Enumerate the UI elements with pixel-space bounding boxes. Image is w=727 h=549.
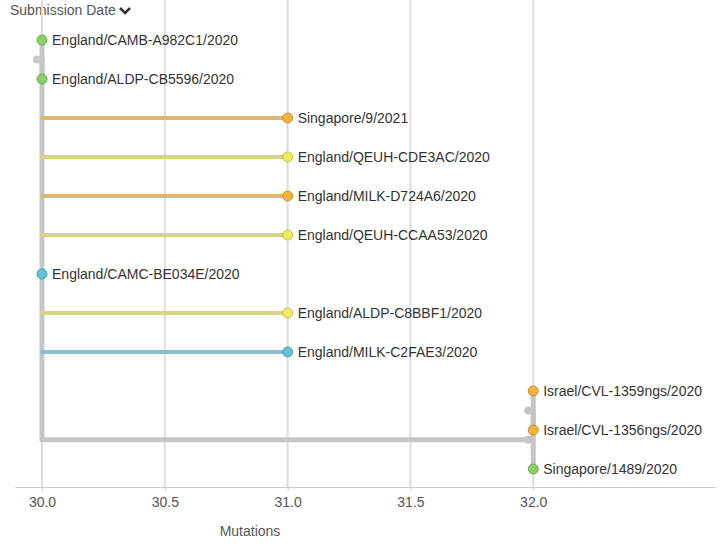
tick-label: 30.0 xyxy=(29,494,56,510)
tip[interactable] xyxy=(528,464,538,474)
tip-label: England/CAMC-BE034E/2020 xyxy=(52,266,240,282)
tip-label: England/ALDP-C8BBF1/2020 xyxy=(298,305,483,321)
tick: 31.5 xyxy=(397,487,424,510)
tree xyxy=(33,35,538,474)
tip-label: England/ALDP-CB5596/2020 xyxy=(52,71,234,87)
color-by-label[interactable]: Submission Date xyxy=(10,2,116,18)
tick-label: 31.0 xyxy=(275,494,302,510)
branch xyxy=(42,311,288,315)
tip-label: Singapore/1489/2020 xyxy=(543,461,677,477)
axis-line xyxy=(16,487,716,488)
branch xyxy=(42,116,288,120)
tip-label: England/QEUH-CCAA53/2020 xyxy=(298,227,488,243)
internal-node xyxy=(33,56,41,64)
internal-node xyxy=(524,407,532,415)
tick-mark xyxy=(165,487,166,491)
dropdown-chevron[interactable] xyxy=(120,8,130,13)
tick: 30.0 xyxy=(29,487,56,510)
grid-line xyxy=(41,0,43,487)
branch xyxy=(42,350,288,354)
tip[interactable] xyxy=(283,308,293,318)
grid xyxy=(42,0,533,487)
tick-label: 31.5 xyxy=(397,494,424,510)
grid-line xyxy=(532,0,534,487)
tip[interactable] xyxy=(37,35,47,45)
tip-label: Israel/CVL-1356ngs/2020 xyxy=(543,422,702,438)
chart: Submission Date 30.0 30.5 31.0 31.5 32.0 Mutat… xyxy=(0,0,727,549)
tip-label: Singapore/9/2021 xyxy=(298,110,409,126)
branch xyxy=(42,155,288,159)
branch xyxy=(42,233,288,237)
grid-line xyxy=(409,0,411,487)
tip-labels: England/CAMB-A982C1/2020 England/ALDP-CB5… xyxy=(52,32,702,477)
tip[interactable] xyxy=(283,191,293,201)
grid-line xyxy=(287,0,289,487)
tip[interactable] xyxy=(528,425,538,435)
tip[interactable] xyxy=(528,386,538,396)
tick: 30.5 xyxy=(152,487,179,510)
tip-label: England/QEUH-CDE3AC/2020 xyxy=(298,149,490,165)
tick-mark xyxy=(42,487,43,491)
tick: 31.0 xyxy=(275,487,302,510)
x-axis-title: Mutations xyxy=(220,523,281,539)
tip-label: England/CAMB-A982C1/2020 xyxy=(52,32,238,48)
tick-label: 30.5 xyxy=(152,494,179,510)
tick-label: 32.0 xyxy=(520,494,547,510)
tip-label: England/MILK-C2FAE3/2020 xyxy=(298,344,478,360)
tip-label: Israel/CVL-1359ngs/2020 xyxy=(543,383,702,399)
internal-node xyxy=(524,436,532,444)
tip[interactable] xyxy=(37,74,47,84)
tick-mark xyxy=(533,487,534,491)
tip-label: England/MILK-D724A6/2020 xyxy=(298,188,476,204)
tick-mark xyxy=(288,487,289,491)
tip[interactable] xyxy=(283,113,293,123)
tip[interactable] xyxy=(283,347,293,357)
tip[interactable] xyxy=(283,230,293,240)
tick-mark xyxy=(410,487,411,491)
tip[interactable] xyxy=(37,269,47,279)
branch xyxy=(42,194,288,198)
branch xyxy=(42,437,533,442)
x-axis: 30.0 30.5 31.0 31.5 32.0 xyxy=(16,487,716,510)
tip[interactable] xyxy=(283,152,293,162)
tick: 32.0 xyxy=(520,487,547,510)
